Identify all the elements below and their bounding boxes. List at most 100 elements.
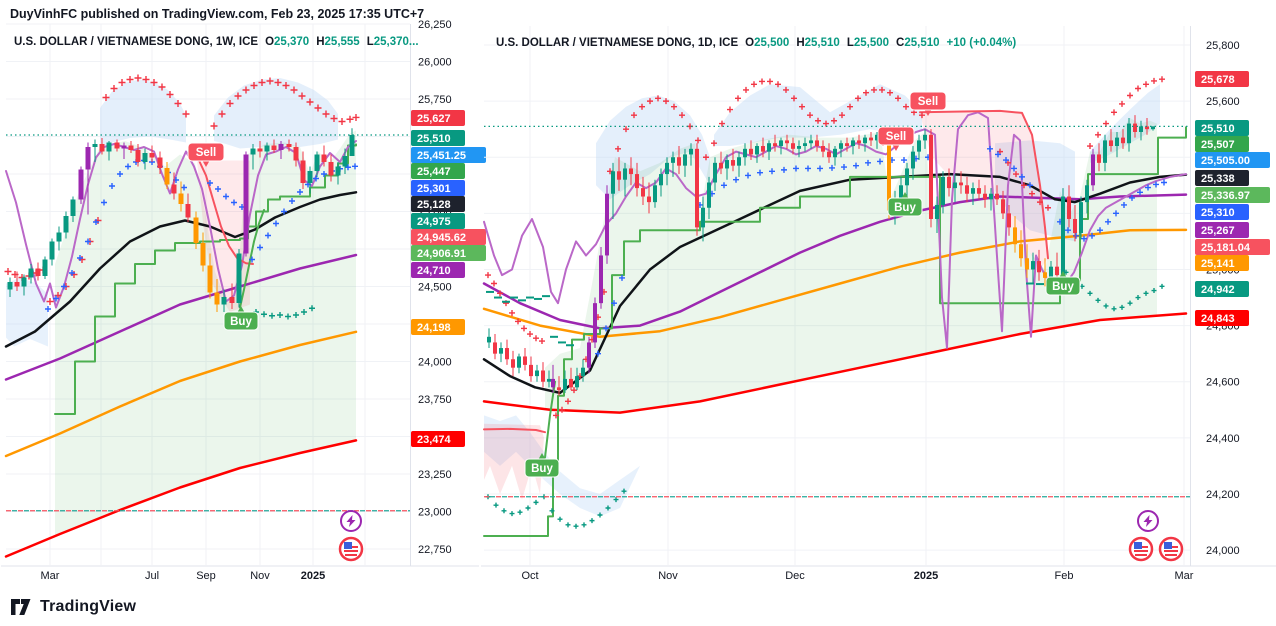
candle [157, 151, 163, 174]
svg-text:25,600: 25,600 [1206, 96, 1240, 108]
weekly-chart-title: U.S. DOLLAR / VIETNAMESE DONG, 1W, ICE O2… [14, 36, 419, 48]
candle [611, 162, 615, 219]
time-scale[interactable]: Mar Jul Sep Nov 2025 [41, 570, 326, 582]
svg-text:25,451.25: 25,451.25 [417, 150, 466, 162]
buy-signal-label[interactable]: Buy [524, 453, 560, 478]
footer: TradingView [10, 597, 136, 616]
symbol-description[interactable]: U.S. DOLLAR / VIETNAMESE DONG, 1W, ICE [14, 36, 259, 48]
candle [257, 141, 263, 158]
lightning-icon[interactable] [1137, 510, 1159, 532]
us-flag-icon[interactable] [1158, 536, 1184, 562]
lightning-icon[interactable] [340, 510, 362, 532]
buy-signal-label[interactable]: Buy [1045, 271, 1081, 296]
candle [178, 181, 184, 212]
buy-signal-label[interactable]: Buy [223, 306, 259, 331]
candle [689, 143, 693, 166]
candle [953, 174, 957, 203]
svg-text:24,200: 24,200 [1206, 489, 1240, 501]
candle [128, 141, 134, 153]
candle [349, 128, 355, 156]
candle [70, 196, 76, 222]
candle [229, 283, 235, 309]
buy-signal-label[interactable]: Buy [887, 192, 923, 217]
ohlc-value: 25,370 [274, 36, 310, 48]
candle [250, 144, 256, 170]
candle [917, 134, 921, 161]
ohlc-key: C [896, 37, 905, 49]
publish-header: DuyVinhFC published on TradingView.com, … [0, 0, 1276, 26]
candle [1073, 204, 1077, 242]
svg-text:24,500: 24,500 [418, 282, 452, 294]
candle [517, 353, 521, 374]
svg-text:24,400: 24,400 [1206, 433, 1240, 445]
svg-text:Dec: Dec [785, 570, 805, 582]
candle [755, 143, 759, 163]
ohlc-value: 25,555 [324, 36, 360, 48]
candle [713, 157, 717, 191]
candle [21, 274, 27, 296]
svg-text:25,267: 25,267 [1201, 225, 1235, 237]
candle [923, 129, 927, 149]
price-scale[interactable]: 26,25026,00025,75025,50025,25025,00024,7… [418, 19, 452, 556]
candle [875, 131, 879, 149]
candle [641, 176, 645, 205]
candle [293, 142, 299, 167]
candle [599, 247, 603, 309]
candle [1103, 134, 1107, 172]
candle [857, 134, 861, 149]
ohlc-value: 25,370... [373, 36, 419, 48]
svg-text:26,000: 26,000 [418, 57, 452, 69]
svg-text:24,975: 24,975 [417, 216, 451, 228]
candle [563, 370, 567, 393]
candle [761, 137, 765, 158]
candle [547, 370, 551, 388]
svg-text:Mar: Mar [1175, 570, 1194, 582]
candle [839, 140, 843, 158]
candle [971, 182, 975, 205]
candle [185, 193, 191, 222]
candle [803, 137, 807, 152]
symbol-description[interactable]: U.S. DOLLAR / VIETNAMESE DONG, 1D, ICE [496, 37, 739, 49]
svg-text:22,750: 22,750 [418, 544, 452, 556]
candle [314, 151, 320, 177]
candle [605, 185, 609, 264]
candle [307, 166, 313, 194]
svg-text:24,945.62: 24,945.62 [417, 232, 466, 244]
us-flag-icon[interactable] [1128, 536, 1154, 562]
ohlc-value: 25,510 [804, 37, 840, 49]
indicator-clouds [6, 78, 356, 535]
time-scale[interactable]: Oct Nov Dec 2025 Feb Mar [521, 570, 1193, 582]
svg-text:Oct: Oct [521, 570, 538, 582]
daily-chart-pane[interactable]: Sell Sell Buy Buy Buy 25,80025,60025,40025,20… [481, 26, 1276, 582]
sell-signal-label[interactable]: Sell [187, 142, 225, 167]
candle [833, 146, 837, 166]
sell-signal-label[interactable]: Sell [877, 126, 915, 151]
svg-text:25,310: 25,310 [1201, 207, 1235, 219]
svg-text:Buy: Buy [531, 463, 553, 475]
candle [707, 176, 711, 219]
candle [905, 162, 909, 197]
candle [286, 139, 292, 152]
candle [743, 143, 747, 166]
candle [719, 151, 723, 175]
candle [493, 334, 497, 360]
svg-text:24,000: 24,000 [418, 357, 452, 369]
tradingview-brand[interactable]: TradingView [40, 597, 137, 615]
sell-signal-label[interactable]: Sell [909, 91, 947, 116]
candle [328, 154, 334, 182]
tradingview-logo-icon[interactable] [10, 597, 33, 616]
us-flag-icon[interactable] [338, 536, 364, 562]
weekly-chart-pane[interactable]: Sell Buy 26,25026,00025,75025,50025,25025,… [1, 19, 486, 582]
candle [1133, 115, 1137, 138]
svg-text:Sell: Sell [196, 147, 216, 159]
candle [785, 134, 789, 149]
candle [1037, 249, 1041, 281]
candle [85, 142, 91, 215]
ohlc-key: L [366, 36, 374, 48]
svg-text:Mar: Mar [41, 570, 60, 582]
candle [929, 129, 933, 228]
candle [121, 142, 127, 159]
candle [535, 364, 539, 382]
price-scale[interactable]: 25,80025,60025,40025,20025,00024,80024,6… [1206, 40, 1240, 557]
